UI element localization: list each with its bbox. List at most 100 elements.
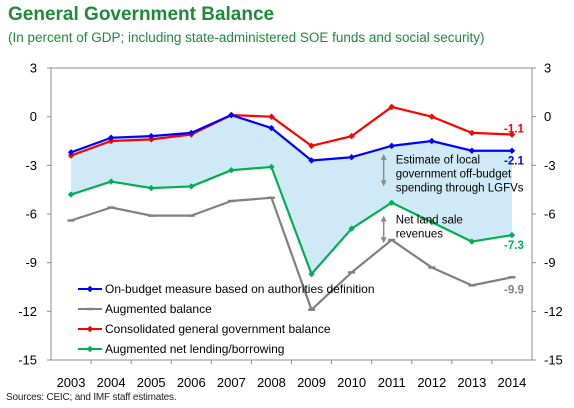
data-point xyxy=(188,129,195,137)
shaded-band-layer xyxy=(71,115,512,275)
data-point xyxy=(388,142,395,150)
data-point xyxy=(188,183,195,190)
data-point xyxy=(148,136,155,143)
data-point xyxy=(308,157,315,164)
x-tick-label: 2009 xyxy=(297,375,326,390)
legend: On-budget measure based on authorities d… xyxy=(78,282,375,356)
series-line-3 xyxy=(70,165,513,276)
arrow-head xyxy=(380,237,387,244)
data-point xyxy=(508,276,516,279)
end-labels: -2.1 -9.9 -1.1 -7.3 xyxy=(504,124,524,297)
legend-label: On-budget measure based on authorities d… xyxy=(105,282,375,296)
annotation-1-line: spending through LGFVs xyxy=(396,183,524,195)
data-point xyxy=(348,154,355,161)
data-point xyxy=(228,111,235,119)
data-point xyxy=(388,103,395,111)
data-point xyxy=(227,199,235,203)
y-tick-label-right: -3 xyxy=(544,158,556,173)
arrow-head xyxy=(380,215,387,222)
data-point xyxy=(508,131,516,138)
data-point xyxy=(468,129,476,137)
data-point xyxy=(308,270,315,278)
data-point xyxy=(67,152,75,159)
data-point xyxy=(348,132,355,140)
data-point xyxy=(67,219,75,222)
data-point xyxy=(107,206,115,209)
data-point xyxy=(148,184,155,192)
legend-swatch-marker xyxy=(86,285,94,293)
data-point xyxy=(107,137,115,145)
data-point xyxy=(468,147,476,154)
end-label: -1.1 xyxy=(504,124,524,136)
x-tick-label: 2013 xyxy=(457,375,486,390)
annotation-2-line: Net land sale xyxy=(396,215,463,227)
x-tick-label: 2005 xyxy=(137,375,166,390)
x-tick-label: 2012 xyxy=(417,375,446,390)
data-point xyxy=(308,142,315,150)
y-tick-label-left: -3 xyxy=(25,158,37,173)
data-point xyxy=(388,199,395,206)
y-tick-label-right: -12 xyxy=(544,304,563,319)
legend-swatch-marker xyxy=(86,325,94,333)
y-tick-label-left: -15 xyxy=(18,353,37,368)
data-point xyxy=(107,178,115,185)
x-tick-label: 2007 xyxy=(217,375,246,390)
data-point xyxy=(148,132,155,140)
data-point xyxy=(428,218,435,226)
data-point xyxy=(428,266,436,269)
legend-label: Augmented net lending/borrowing xyxy=(105,342,284,356)
y-tick-label-right: -15 xyxy=(544,353,563,368)
x-tick-label: 2003 xyxy=(57,375,86,390)
end-label: -7.3 xyxy=(504,240,524,252)
y-tick-label-right: 3 xyxy=(544,61,551,76)
data-point xyxy=(267,196,275,199)
data-point xyxy=(268,163,275,171)
axis-ticks: 3 3 0 0 -3 -3 -6 -6 -9 -9 -12 -12 -15 -15 2003 2004 2005… xyxy=(18,61,563,391)
data-point xyxy=(228,167,235,174)
arrow-head xyxy=(380,153,387,160)
data-point xyxy=(428,137,435,145)
data-point xyxy=(468,284,476,287)
data-point xyxy=(67,191,75,198)
data-point xyxy=(468,238,476,245)
series-line-2 xyxy=(70,105,513,157)
data-point xyxy=(348,271,356,274)
end-label: -9.9 xyxy=(504,284,524,296)
annotation-1-line: government off-budget xyxy=(396,169,512,181)
legend-label: Consolidated general government balance xyxy=(105,322,331,336)
y-tick-label-right: 0 xyxy=(544,109,551,124)
annotation-2-line: revenues xyxy=(396,229,444,241)
data-point xyxy=(348,225,355,232)
data-point xyxy=(428,113,435,120)
y-tick-label-left: 0 xyxy=(30,109,37,124)
data-point xyxy=(187,214,195,217)
data-point xyxy=(268,113,275,120)
x-tick-label: 2011 xyxy=(378,375,406,390)
end-label: -2.1 xyxy=(504,156,524,168)
data-point xyxy=(308,308,316,311)
y-tick-label-left: -6 xyxy=(25,207,37,222)
arrow-head xyxy=(380,180,387,187)
data-point xyxy=(147,214,155,217)
shaded-band xyxy=(71,115,512,275)
x-tick-label: 2014 xyxy=(497,375,526,390)
data-point xyxy=(268,124,275,132)
data-point xyxy=(508,147,516,154)
chart-title: General Government Balance xyxy=(8,4,275,25)
chart-subtitle: (In percent of GDP; including state-admi… xyxy=(8,30,485,45)
legend-label: Augmented balance xyxy=(105,302,212,316)
data-point xyxy=(107,134,115,141)
y-tick-label-right: -9 xyxy=(544,255,556,270)
chart-source: Sources: CEIC; and IMF staff estimates. xyxy=(6,392,177,403)
data-point xyxy=(67,149,75,156)
series-line-0 xyxy=(70,113,512,162)
x-tick-label: 2008 xyxy=(257,375,286,390)
annotation-layer: Estimate of local government off-budget sp… xyxy=(380,153,524,244)
series-line-1 xyxy=(70,196,513,311)
data-point xyxy=(508,231,516,239)
data-point xyxy=(388,238,396,242)
legend-swatch-marker xyxy=(86,307,94,311)
y-tick-label-right: -6 xyxy=(544,207,556,222)
y-tick-label-left: -12 xyxy=(18,304,37,319)
